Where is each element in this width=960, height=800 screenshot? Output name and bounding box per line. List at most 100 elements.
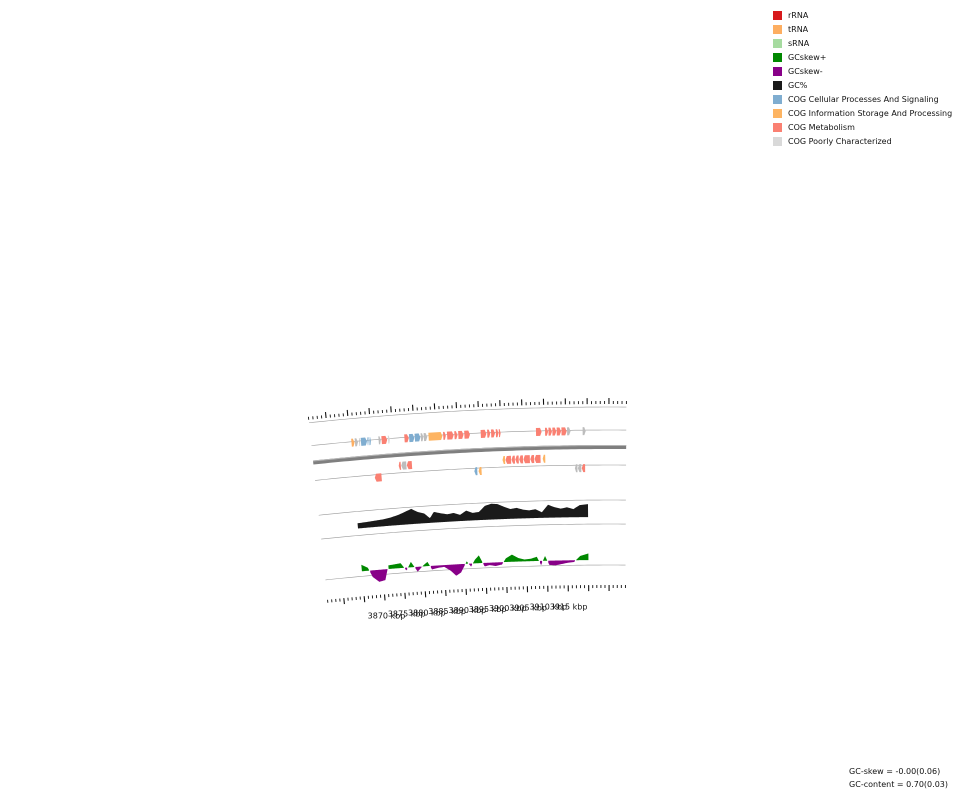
gene-arrow-forward	[490, 429, 495, 438]
gene-arrow-forward	[535, 427, 542, 436]
gc-skew-negative-area	[548, 560, 576, 566]
legend-label: sRNA	[788, 38, 810, 48]
legend-swatch	[773, 10, 782, 20]
guide-line	[315, 464, 627, 481]
gene-arrow-forward	[446, 431, 454, 440]
gene-arrow-forward	[360, 437, 367, 446]
gene-arrow-reverse	[542, 454, 546, 463]
gc-skew-negative-area	[405, 567, 408, 571]
legend-swatch	[773, 66, 782, 76]
gene-arrow-forward	[548, 427, 552, 436]
legend-label: GC%	[788, 80, 808, 90]
legend-item: rRNA	[773, 8, 952, 22]
gc-skew-negative-area	[415, 566, 422, 572]
gc-skew-negative-area	[483, 562, 503, 567]
outer-major-tick	[346, 409, 349, 417]
gene-arrow-reverse	[519, 455, 524, 464]
gc-skew-negative-area	[430, 563, 465, 576]
inner-major-tick	[363, 596, 366, 603]
tick-label: 3900 kbp	[489, 604, 527, 613]
gene-arrow-forward	[567, 427, 571, 436]
legend-item: sRNA	[773, 36, 952, 50]
legend-label: COG Metabolism	[788, 122, 855, 132]
legend-label: COG Poorly Characterized	[788, 136, 892, 146]
legend-swatch	[773, 80, 782, 90]
gc-skew-positive-area	[361, 564, 370, 572]
gene-arrow-reverse	[523, 455, 530, 464]
inner-major-tick	[383, 594, 386, 601]
inner-major-tick	[343, 598, 345, 605]
gene-arrow-forward	[369, 437, 371, 446]
gene-arrow-forward	[464, 430, 470, 439]
gene-arrow-forward	[378, 436, 381, 445]
gene-arrow-reverse	[406, 460, 413, 470]
gene-arrow-forward	[428, 432, 443, 441]
gene-arrow-reverse	[515, 455, 519, 464]
forward-genes-track	[351, 427, 586, 447]
reverse-genes-track	[374, 454, 586, 482]
legend-item: GCskew+	[773, 50, 952, 64]
gene-arrow-forward	[420, 433, 424, 442]
gene-arrow-forward	[358, 438, 361, 447]
legend-swatch	[773, 136, 782, 146]
gene-arrow-reverse	[398, 461, 402, 470]
outer-major-tick	[368, 408, 371, 415]
gene-arrow-forward	[408, 433, 415, 443]
gene-arrow-reverse	[574, 464, 578, 473]
gene-arrow-forward	[561, 427, 567, 436]
legend-label: GCskew-	[788, 66, 823, 76]
gc-skew-positive-area	[576, 553, 589, 561]
outer-tick-ring	[307, 397, 627, 420]
guide-line	[321, 523, 626, 540]
gc-skew-positive-area	[422, 561, 430, 567]
gene-arrow-reverse	[505, 455, 512, 464]
gene-arrow-reverse	[534, 454, 541, 463]
gc-skew-positive-area	[543, 555, 548, 561]
gene-arrow-forward	[387, 435, 390, 444]
gene-arrow-forward	[556, 427, 562, 436]
legend-label: tRNA	[788, 24, 809, 34]
gene-arrow-reverse	[530, 455, 535, 464]
gene-arrow-forward	[443, 431, 446, 440]
legend-item: COG Information Storage And Processing	[773, 106, 952, 120]
gene-arrow-reverse	[401, 461, 407, 470]
gene-arrow-forward	[495, 429, 499, 438]
tick-label: 3885 kbp	[428, 607, 466, 616]
gc-skew-positive-area	[503, 554, 539, 563]
legend-swatch	[773, 108, 782, 118]
tick-label: 3910 kbp	[529, 603, 567, 612]
legend-item: COG Poorly Characterized	[773, 134, 952, 148]
legend-label: COG Information Storage And Processing	[788, 108, 953, 118]
genome-backbone	[312, 445, 627, 465]
gene-arrow-forward	[480, 429, 487, 438]
outer-major-tick	[324, 411, 327, 419]
tick-label: 3890 kbp	[449, 606, 487, 615]
tick-label: 3915 kbp	[550, 602, 588, 611]
gene-arrow-forward	[414, 433, 421, 442]
gene-arrow-forward	[498, 429, 501, 438]
gc-content-track	[357, 503, 589, 529]
legend-swatch	[773, 24, 782, 34]
legend-swatch	[773, 122, 782, 132]
tick-label: 3875 kbp	[388, 610, 426, 619]
gc-skew-negative-area	[539, 560, 543, 566]
gc-skew-track	[361, 553, 589, 582]
gc-content-stat: GC-content = 0.70(0.03)	[849, 780, 948, 789]
gc-skew-stat: GC-skew = -0.00(0.06)	[849, 767, 941, 776]
legend-item: COG Metabolism	[773, 120, 952, 134]
gene-arrow-forward	[368, 437, 370, 446]
gene-arrow-reverse	[478, 466, 482, 476]
gene-arrow-reverse	[581, 464, 586, 473]
gene-arrow-reverse	[502, 455, 506, 465]
legend-label: COG Cellular Processes And Signaling	[788, 94, 939, 104]
legend-item: tRNA	[773, 22, 952, 36]
backbone-line	[312, 445, 627, 465]
legend-item: GCskew-	[773, 64, 952, 78]
gc-skew-positive-area	[472, 555, 483, 564]
gene-arrow-reverse	[374, 473, 382, 482]
gene-arrow-reverse	[511, 455, 516, 464]
gc-skew-negative-area	[370, 569, 388, 582]
guide-line	[309, 406, 627, 424]
